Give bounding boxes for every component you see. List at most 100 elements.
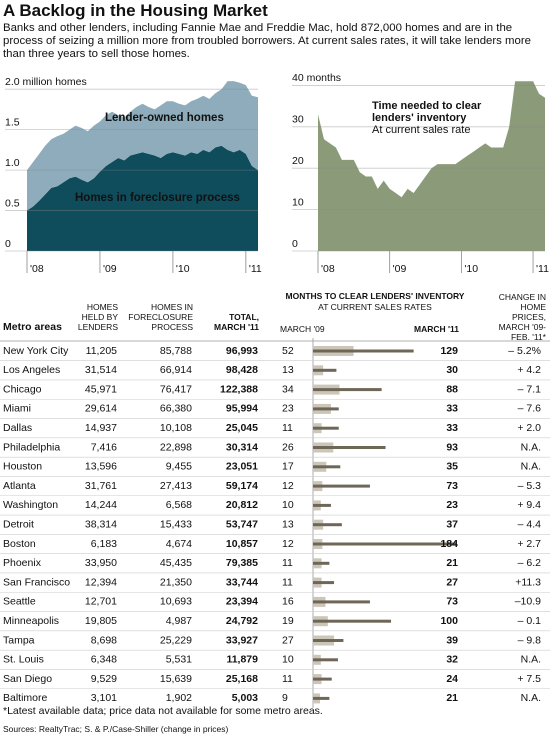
months-09: 10	[282, 654, 294, 666]
price-change: N.A.	[521, 461, 541, 473]
months-11: 100	[440, 615, 458, 627]
months-11: 21	[446, 692, 458, 704]
months-09: 34	[282, 383, 294, 395]
months-11: 35	[446, 461, 458, 473]
price-change: – 5.2%	[508, 345, 541, 357]
price-change: – 0.1	[518, 615, 542, 627]
area	[27, 145, 258, 251]
bar-11	[313, 503, 331, 507]
y-tick-label: 20	[292, 155, 304, 167]
y-tick-label: 1.5	[5, 116, 20, 128]
bar-11	[313, 677, 332, 681]
metro: St. Louis	[3, 654, 44, 666]
bar-11	[313, 561, 330, 565]
months-11: 73	[446, 480, 458, 492]
foreclosure: 15,639	[160, 673, 192, 685]
bar-11	[313, 465, 341, 469]
months-09: 12	[282, 480, 294, 492]
y-tick-label: 30	[292, 114, 304, 126]
price-change: +11.3	[515, 576, 541, 588]
x-tick-label: '10	[464, 263, 478, 275]
metro: Boston	[3, 538, 36, 550]
x-tick-label: '10	[176, 263, 190, 275]
total: 5,003	[232, 692, 258, 704]
held: 9,529	[91, 673, 117, 685]
foreclosure: 66,380	[160, 403, 192, 415]
months-subheader: AT CURRENT SALES RATES	[318, 302, 432, 312]
metro: Minneapolis	[3, 615, 59, 627]
months-09: 27	[282, 634, 294, 646]
held: 12,701	[85, 596, 117, 608]
months-11: 33	[446, 422, 458, 434]
bar-11	[313, 619, 391, 623]
months-09: 11	[282, 557, 293, 569]
foreclosure: 6,568	[166, 499, 192, 511]
price-change: N.A.	[521, 441, 541, 453]
held: 14,244	[85, 499, 117, 511]
months-09: 11	[282, 673, 293, 685]
x-tick-label: '11	[249, 263, 262, 275]
held: 11,205	[86, 345, 117, 357]
months-11: 88	[446, 383, 458, 395]
metro: San Diego	[3, 673, 52, 685]
metro: Phoenix	[3, 557, 42, 569]
months-11: 21	[446, 557, 458, 569]
foreclosure: 4,674	[166, 538, 192, 550]
total: 53,747	[226, 518, 258, 530]
total: 59,174	[226, 480, 258, 492]
x-tick-label: '11	[536, 263, 549, 275]
held: 6,183	[91, 538, 117, 550]
months-09: 19	[282, 615, 294, 627]
held: 38,314	[85, 518, 117, 530]
metro: Houston	[3, 461, 42, 473]
held: 14,937	[85, 422, 117, 434]
bar-11	[313, 388, 382, 392]
price-change: N.A.	[521, 654, 541, 666]
metro: Dallas	[3, 422, 32, 434]
title: A Backlog in the Housing Market	[3, 1, 268, 20]
months-11: 37	[446, 518, 458, 530]
months-11: 73	[446, 596, 458, 608]
annotation: Time needed to clear	[372, 100, 482, 112]
foreclosure: 10,108	[160, 422, 192, 434]
price-change: + 4.2	[517, 364, 541, 376]
held: 7,416	[91, 441, 117, 453]
metro: New York City	[3, 345, 69, 357]
metro: Baltimore	[3, 692, 48, 704]
y-tick-label: 1.0	[5, 157, 20, 169]
series-label: Homes in foreclosure process	[75, 192, 240, 204]
held: 29,614	[85, 403, 117, 415]
annotation: At current sales rate	[372, 124, 470, 136]
months-09: 26	[282, 441, 294, 453]
total: 98,428	[226, 364, 258, 376]
total: 24,792	[226, 615, 258, 627]
bar-11	[313, 349, 414, 353]
months-09: 23	[282, 403, 294, 415]
price-change: – 4.4	[518, 518, 542, 530]
months-09: 52	[282, 345, 294, 357]
metro: Detroit	[3, 518, 34, 530]
metro: Tampa	[3, 634, 35, 646]
total: 25,168	[226, 673, 258, 685]
foreclosure: 5,531	[166, 654, 192, 666]
months-09: 16	[282, 596, 294, 608]
metro: Seattle	[3, 596, 36, 608]
total: 96,993	[226, 345, 258, 357]
total: 122,388	[220, 383, 258, 395]
bar-11	[313, 407, 339, 411]
months-09: 13	[282, 364, 294, 376]
bar-11	[313, 600, 370, 604]
held: 33,950	[85, 557, 117, 569]
change-header: CHANGE IN HOME PRICES, MARCH '09-FEB. '1…	[498, 292, 546, 342]
total: 25,045	[226, 422, 258, 434]
source: Sources: RealtyTrac; S. & P./Case-Shille…	[3, 724, 229, 734]
foreclosure: 9,455	[166, 461, 192, 473]
total: 11,879	[226, 654, 258, 666]
bar-11	[313, 658, 338, 662]
foreclosure: 1,902	[166, 692, 192, 704]
total-header: TOTAL, MARCH '11	[213, 312, 259, 332]
held: 6,348	[91, 654, 117, 666]
bar-11	[313, 639, 344, 642]
